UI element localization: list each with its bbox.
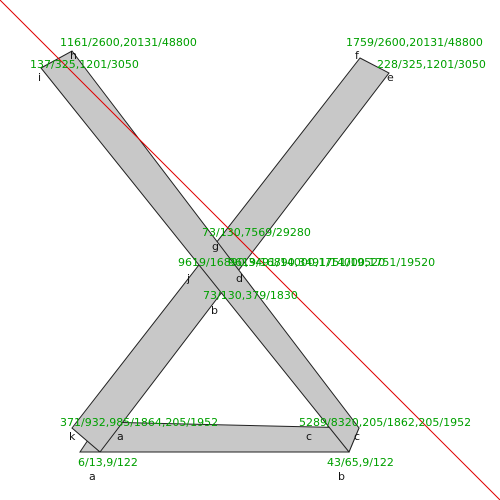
coord-h: 1161/2600,20131/48800 (60, 36, 197, 49)
vertex-h-label: h (70, 49, 77, 62)
vertex-i-label: i (38, 71, 41, 84)
vertex-c-outer-label: c (354, 430, 360, 443)
coord-e: 228/325,1201/3050 (377, 58, 486, 71)
vertex-g-label: g (212, 240, 219, 253)
coord-d: 9619/16890,3491/14000,1751/19520 (228, 256, 435, 269)
vertex-d-label: d (236, 272, 243, 285)
vertex-j-label: j (186, 272, 190, 285)
coord-b-mid: 73/130,379/1830 (203, 289, 298, 302)
vertex-a-bottom-label: a (89, 470, 96, 483)
coord-i: 137/325,1201/3050 (30, 58, 139, 71)
coord-a-bottom: 6/13,9/122 (78, 456, 138, 469)
left-diagonal-bar (40, 50, 360, 453)
coord-g: 73/130,7569/29280 (202, 226, 311, 239)
coord-f: 1759/2600,20131/48800 (346, 36, 483, 49)
vertex-c-inner-label: c (306, 430, 312, 443)
vertex-a-inner-label: a (117, 430, 124, 443)
vertex-b-mid-label: b (211, 304, 218, 317)
vertex-e-label: e (387, 71, 394, 84)
coord-k: 371/932,985/1864,205/1952 (60, 416, 218, 429)
vertex-b-bottom-label: b (338, 470, 345, 483)
vertex-f-label: f (355, 49, 360, 62)
coord-c-right: 5289/8320,205/1862,205/1952 (299, 416, 471, 429)
coord-j: 9619/16890,3491/14000,1751/19520 (178, 256, 385, 269)
coord-b-bottom: 43/65,9/122 (327, 456, 394, 469)
vertex-k-label: k (69, 430, 76, 443)
right-diagonal-bar (71, 57, 390, 453)
